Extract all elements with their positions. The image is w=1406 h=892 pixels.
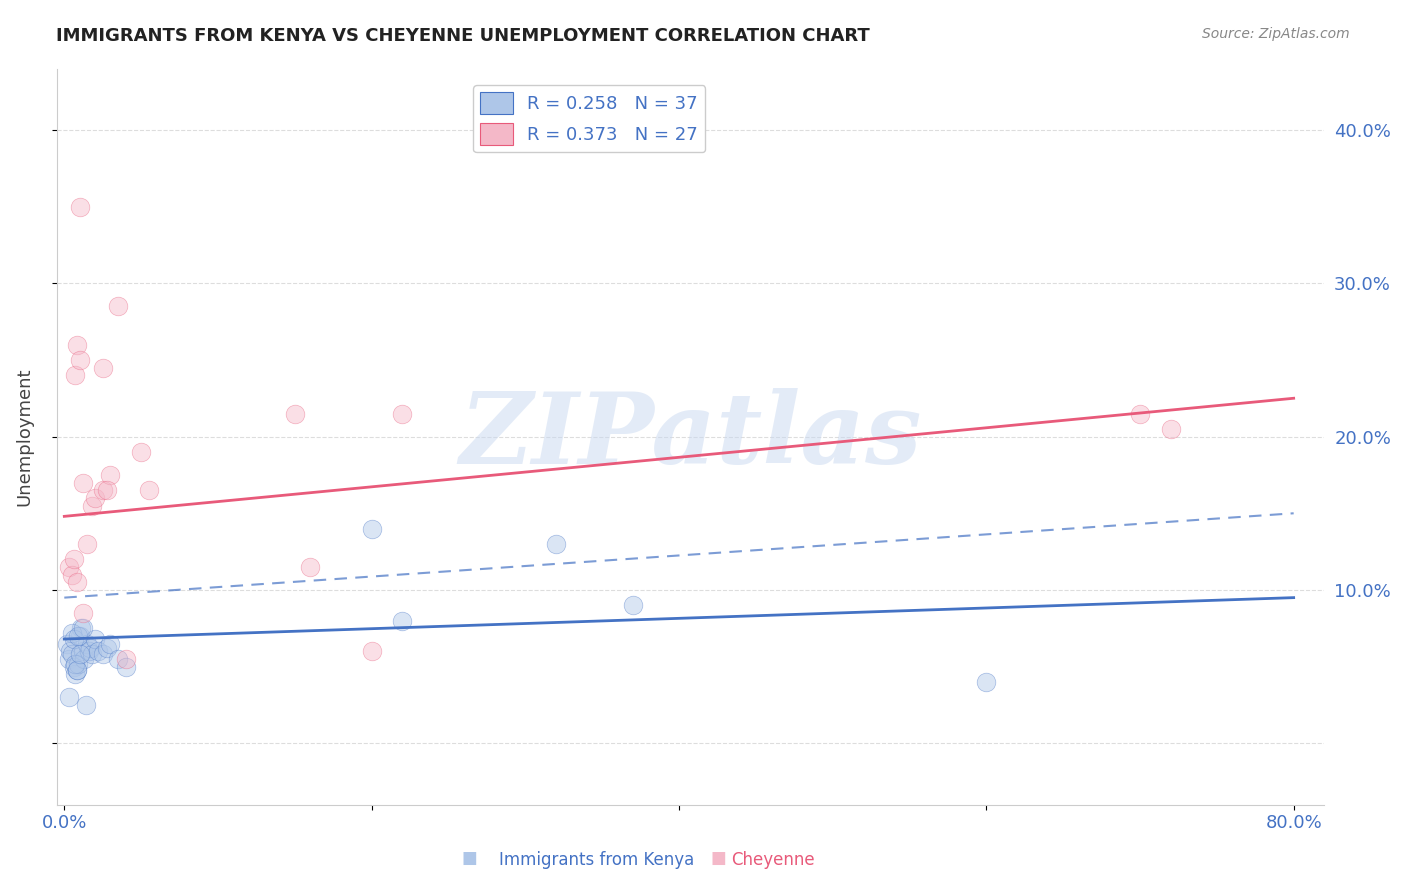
Point [91,648,114,662]
Point [62,659,84,673]
Point [63,667,86,681]
Point [1129,407,1152,421]
Point [114,652,136,666]
Point [96,483,118,498]
Y-axis label: Unemployment: Unemployment [15,368,32,506]
Point [67,657,90,671]
Point [65,337,87,351]
Point [84,632,107,646]
Point [69,648,91,662]
Point [621,599,644,613]
Point [56,637,79,651]
Point [1160,422,1182,436]
Text: ZIPatlas: ZIPatlas [460,388,922,485]
Point [138,483,160,498]
Point [73,652,96,666]
Point [60,648,83,662]
Point [107,299,129,313]
Point [77,644,100,658]
Point [544,537,567,551]
Point [79,641,101,656]
Point [65,663,87,677]
Point [69,352,91,367]
Text: ■: ■ [710,849,725,867]
Text: Source: ZipAtlas.com: Source: ZipAtlas.com [1202,27,1350,41]
Point [72,621,94,635]
Point [62,552,84,566]
Point [284,407,307,421]
Point [129,445,152,459]
Text: ■: ■ [461,849,477,867]
Point [65,575,87,590]
Point [69,200,91,214]
Point [63,368,86,383]
Point [72,606,94,620]
Point [69,629,91,643]
Point [96,641,118,656]
Point [76,637,98,651]
Point [72,644,94,658]
Point [360,522,382,536]
Point [87,644,110,658]
Point [76,537,98,551]
Point [80,499,103,513]
Point [60,626,83,640]
Point [80,648,103,662]
Point [67,629,90,643]
Point [360,644,382,658]
Point [107,652,129,666]
Point [60,567,83,582]
Point [391,614,413,628]
Point [114,659,136,673]
Point [58,560,80,574]
Point [62,632,84,646]
Point [65,663,87,677]
Point [75,698,97,712]
Text: IMMIGRANTS FROM KENYA VS CHEYENNE UNEMPLOYMENT CORRELATION CHART: IMMIGRANTS FROM KENYA VS CHEYENNE UNEMPL… [56,27,870,45]
Point [58,690,80,705]
Point [976,675,998,690]
Point [91,483,114,498]
Point [63,657,86,671]
Point [299,560,322,574]
Point [91,360,114,375]
Text: Immigrants from Kenya: Immigrants from Kenya [499,851,695,869]
Text: Cheyenne: Cheyenne [731,851,814,869]
Legend: R = 0.258   N = 37, R = 0.373   N = 27: R = 0.258 N = 37, R = 0.373 N = 27 [472,85,706,153]
Point [59,644,82,658]
Point [391,407,413,421]
Point [58,652,80,666]
Point [100,467,122,482]
Point [84,491,107,505]
Point [100,637,122,651]
Point [72,475,94,490]
Point [70,621,93,635]
